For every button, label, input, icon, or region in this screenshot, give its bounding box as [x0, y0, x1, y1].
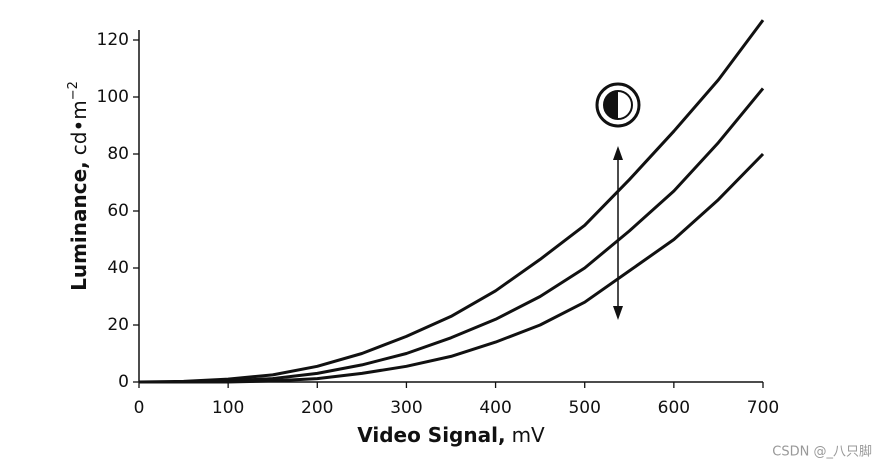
x-tick-label: 600 — [658, 398, 690, 418]
curve — [139, 87, 765, 384]
y-tick-label: 100 — [97, 87, 129, 107]
y-tick-label: 120 — [97, 30, 129, 50]
x-tick-label: 400 — [479, 398, 511, 418]
watermark: CSDN @_八只脚 — [772, 444, 872, 460]
y-tick-label: 40 — [107, 258, 129, 278]
x-tick-label: 300 — [390, 398, 422, 418]
x-axis-label: Video Signal, mV — [357, 423, 545, 447]
y-tick-label: 80 — [107, 144, 129, 164]
contrast-icon-half — [604, 91, 618, 119]
y-label-text: Luminance, — [67, 161, 91, 291]
y-label-unit: cd•m — [67, 100, 91, 155]
y-label-exponent: −2 — [66, 81, 81, 100]
x-tick-label: 100 — [212, 398, 244, 418]
curve — [139, 152, 765, 384]
y-tick-label: 20 — [107, 315, 129, 335]
y-tick-label: 0 — [118, 372, 129, 392]
y-axis-label: Luminance, cd•m−2 — [66, 81, 91, 291]
brightness-control — [595, 82, 641, 320]
arrow-head-down — [613, 306, 623, 320]
x-tick-label: 700 — [747, 398, 779, 418]
x-label-text: Video Signal, — [357, 423, 505, 447]
curve — [138, 19, 765, 384]
y-tick-label: 60 — [107, 201, 129, 221]
x-tick-label: 200 — [301, 398, 333, 418]
x-label-unit: mV — [512, 423, 545, 447]
x-tick-label: 0 — [134, 398, 145, 418]
x-tick-label: 500 — [568, 398, 600, 418]
arrow-head-up — [613, 146, 623, 160]
